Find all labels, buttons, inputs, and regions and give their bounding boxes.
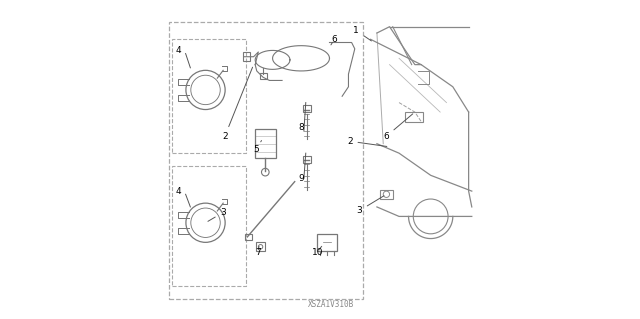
Text: 6: 6 (383, 114, 413, 141)
Bar (172, 39, 246, 153)
Text: 10: 10 (312, 248, 323, 257)
Text: 9: 9 (298, 174, 304, 183)
Text: 6: 6 (331, 35, 337, 45)
Bar (380, 189, 393, 199)
Text: 3: 3 (356, 196, 384, 215)
Text: 4: 4 (175, 46, 181, 55)
Text: 2: 2 (347, 137, 387, 146)
Bar (172, 166, 246, 286)
Text: 3: 3 (208, 208, 226, 221)
Bar (405, 112, 423, 122)
Text: 5: 5 (253, 141, 262, 153)
Bar (255, 130, 276, 158)
Bar (260, 73, 267, 79)
Text: XSZA1V310B: XSZA1V310B (308, 300, 354, 309)
Text: 4: 4 (175, 187, 181, 196)
Text: 1: 1 (353, 26, 371, 41)
Bar (303, 156, 310, 163)
Bar (317, 234, 337, 251)
Bar (303, 105, 310, 112)
Bar (256, 242, 265, 251)
Bar (245, 234, 252, 240)
Text: 8: 8 (298, 123, 304, 132)
Bar (169, 22, 364, 299)
Text: 2: 2 (222, 67, 253, 141)
Text: 7: 7 (255, 248, 261, 257)
Bar (243, 52, 250, 62)
